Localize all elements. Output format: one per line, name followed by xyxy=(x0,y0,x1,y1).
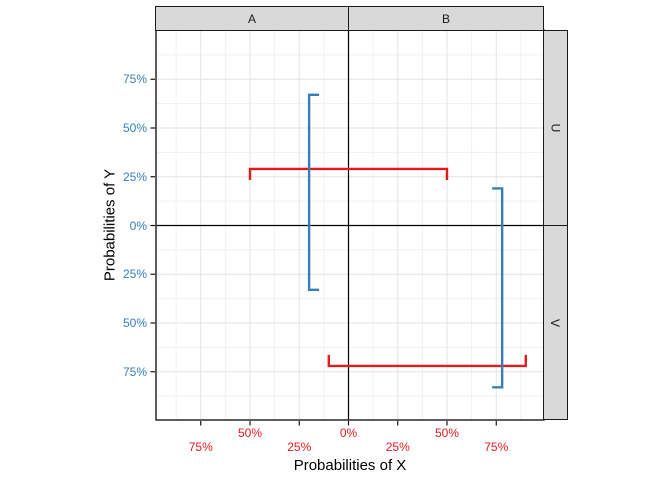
x-interval-bracket xyxy=(327,354,527,368)
facet-strip-column-a: A xyxy=(155,6,349,31)
facet-label-v: V xyxy=(548,318,563,327)
x-axis-title: Probabilities of X xyxy=(293,457,407,474)
x-interval-bracket xyxy=(248,167,449,180)
facet-label-u: U xyxy=(548,123,563,133)
y-interval-bracket xyxy=(307,93,320,292)
facet-label-b: B xyxy=(441,11,450,26)
y-axis-title: Probabilities of Y xyxy=(101,168,119,282)
facet-strip-row-v: V xyxy=(543,225,568,420)
y-interval-bracket xyxy=(492,187,504,389)
facet-label-a: A xyxy=(247,11,256,26)
facet-strip-column-b: B xyxy=(348,6,544,31)
facet-strip-row-u: U xyxy=(543,30,568,226)
